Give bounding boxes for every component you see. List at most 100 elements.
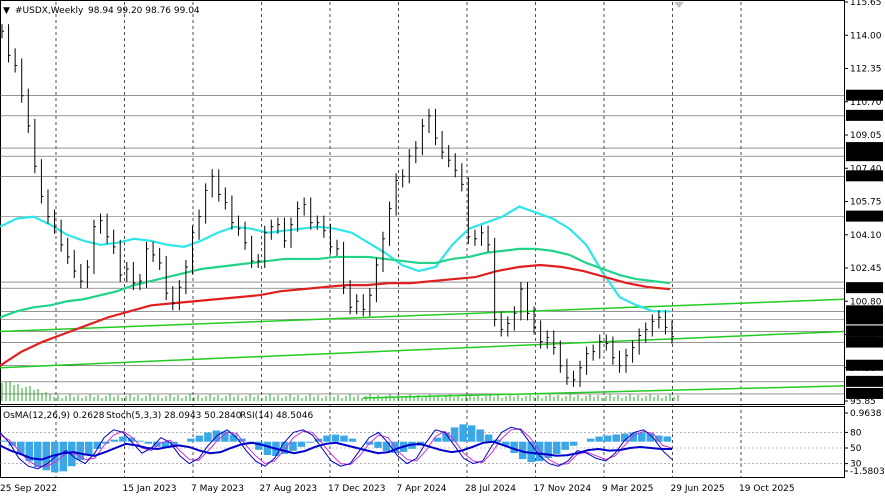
osma-bar [161,441,170,448]
stoch-level-label: 30 [850,460,862,470]
x-tick-label: 27 Aug 2023 [260,484,318,494]
osma-bar [76,441,85,461]
osma-bar [136,440,144,442]
level-tag [846,359,883,371]
x-tick-label: 29 Jun 2025 [671,484,725,494]
x-tick-label: 15 Jan 2023 [123,484,177,494]
osma-bar [459,424,467,442]
level-label: 108.00 [849,152,881,162]
osma-bar [637,432,646,442]
level-tag [846,170,883,182]
osma-bar [110,439,119,442]
price-bars [1,24,674,387]
osma-label: OsMA(12,26,9) 0.2628 [3,411,105,421]
osma-bar [484,434,493,442]
level-label: 108.40 [849,144,881,154]
level-tag [846,325,883,337]
trendlines [0,298,845,399]
x-tick-label: 19 Oct 2025 [739,484,795,494]
price-tick-label: 109.05 [850,131,882,141]
osma-bar [654,435,663,442]
osma-bar [501,441,510,446]
osma-bar [467,425,476,442]
price-axis: 115.65 114.00 112.35 110.70 109.05 107.40 105.… [844,0,885,477]
price-tick-label: 110.70 [850,98,882,108]
osma-bar [348,438,357,442]
level-label: 111.00 [849,92,881,102]
price-tick-label: 104.10 [850,231,882,241]
osma-bar [127,437,136,442]
stoch-signal-line [0,428,673,467]
x-tick-label: 7 Apr 2024 [397,484,447,494]
osma-bar [510,441,518,453]
stoch-main-line [0,426,673,470]
level-tag [846,313,883,325]
osma-bar [586,438,595,442]
osma-bar [25,441,34,462]
osma-bar [620,433,629,442]
osma-bar [102,441,110,444]
osma-bar [119,436,127,442]
level-tag [846,89,883,101]
osma-bar [561,441,569,450]
osma-bar [93,441,102,449]
level-label: 96.20 [849,390,875,400]
osma-bar [603,435,612,442]
osma-bar [569,441,578,446]
osma-bar [314,438,323,442]
price-tick-label: 105.75 [850,198,882,208]
grid [55,2,742,477]
osma-bar [187,438,195,442]
price-panel-frame [0,0,845,405]
price-tick-label: 115.65 [850,0,882,8]
level-tag [846,375,883,387]
osma-bar [306,441,314,443]
shift-marker-icon[interactable] [674,2,684,8]
level-label: 97.60 [849,362,875,372]
osma-max-label: 0.9638 [850,409,882,419]
level-label: 98.75 [849,339,875,349]
osma-bar [595,436,603,442]
indicator-panel-frame [0,406,845,478]
level-label: 99.90 [849,315,875,325]
level-tag [846,387,883,399]
level-label: 110.00 [849,112,881,122]
osma-bar [204,432,212,442]
level-label: 101.45 [849,284,881,294]
price-tick-label: 97.50 [850,364,876,374]
x-tick-label: 17 Nov 2024 [534,484,592,494]
osma-min-label: -1.5803 [850,467,885,477]
osma-bar [153,441,161,447]
level-label: 105.00 [849,213,881,223]
osma-bar [144,441,153,444]
price-tick-label: 95.85 [850,397,876,407]
level-tag [846,142,883,154]
stoch-level-label: 50 [850,444,862,454]
rsi-label: RSI(14) 48.5046 [240,411,313,421]
osma-bar [34,441,42,468]
level-tag [846,109,883,121]
price-tick-label: 114.00 [850,31,882,41]
osma-bar [442,432,450,442]
level-label: 96.80 [849,378,875,388]
osma-bar [433,437,442,442]
osma-bar [255,441,263,450]
x-tick-label: 28 Jul 2024 [465,484,516,494]
price-tick-label: 99.15 [850,331,876,341]
x-tick-label: 9 Mar 2025 [602,484,653,494]
osma-bar [340,435,348,442]
osma-bar [374,441,382,448]
osma-bar [229,434,238,442]
osma-bar [382,441,391,451]
trendline [0,298,845,333]
osma-bar [59,441,68,472]
osma-bar [221,431,229,442]
osma-bar [289,441,297,451]
price-tick-label: 112.35 [850,65,882,75]
osma-bar [195,435,204,442]
level-tag [846,336,883,348]
collapse-triangle-icon[interactable]: ▼ [3,6,10,16]
trendline [0,330,845,369]
